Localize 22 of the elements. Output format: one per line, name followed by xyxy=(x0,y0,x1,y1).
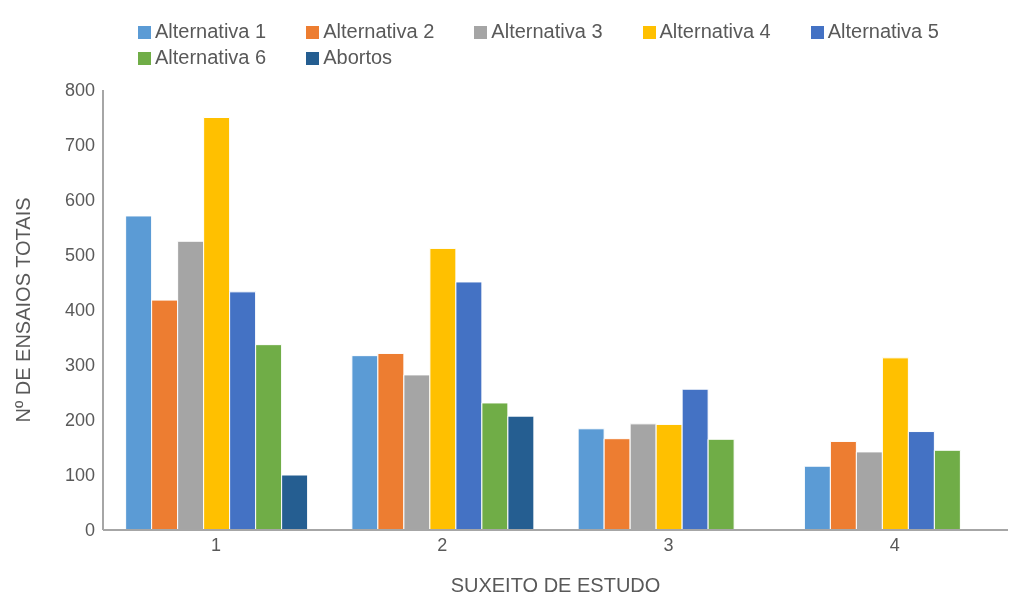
legend-label: Abortos xyxy=(323,46,393,68)
legend-label: Alternativa 4 xyxy=(659,20,771,42)
legend-label: Alternativa 6 xyxy=(155,46,267,68)
x-tick-label: 2 xyxy=(437,534,448,555)
y-tick-label: 400 xyxy=(64,300,95,321)
y-tick-label: 300 xyxy=(64,355,95,376)
y-tick-label: 600 xyxy=(64,190,95,211)
y-tick-label: 200 xyxy=(64,410,95,431)
x-tick-label: 4 xyxy=(889,534,900,555)
y-axis-title: Nº DE ENSAIOS TOTAIS xyxy=(12,197,35,423)
x-tick-label: 3 xyxy=(663,534,674,555)
y-tick-label: 700 xyxy=(64,135,95,156)
x-tick-label: 1 xyxy=(211,534,222,555)
legend-label: Alternativa 2 xyxy=(323,20,435,42)
y-tick-label: 800 xyxy=(64,80,95,101)
legend-label: Alternativa 3 xyxy=(491,20,603,42)
y-tick-label: 100 xyxy=(64,465,95,486)
y-tick-label: 500 xyxy=(64,245,95,266)
x-axis-title: SUXEITO DE ESTUDO xyxy=(450,574,661,596)
legend-label: Alternativa 5 xyxy=(827,20,939,42)
legend-label: Alternativa 1 xyxy=(155,20,267,42)
y-tick-label: 0 xyxy=(84,520,95,541)
